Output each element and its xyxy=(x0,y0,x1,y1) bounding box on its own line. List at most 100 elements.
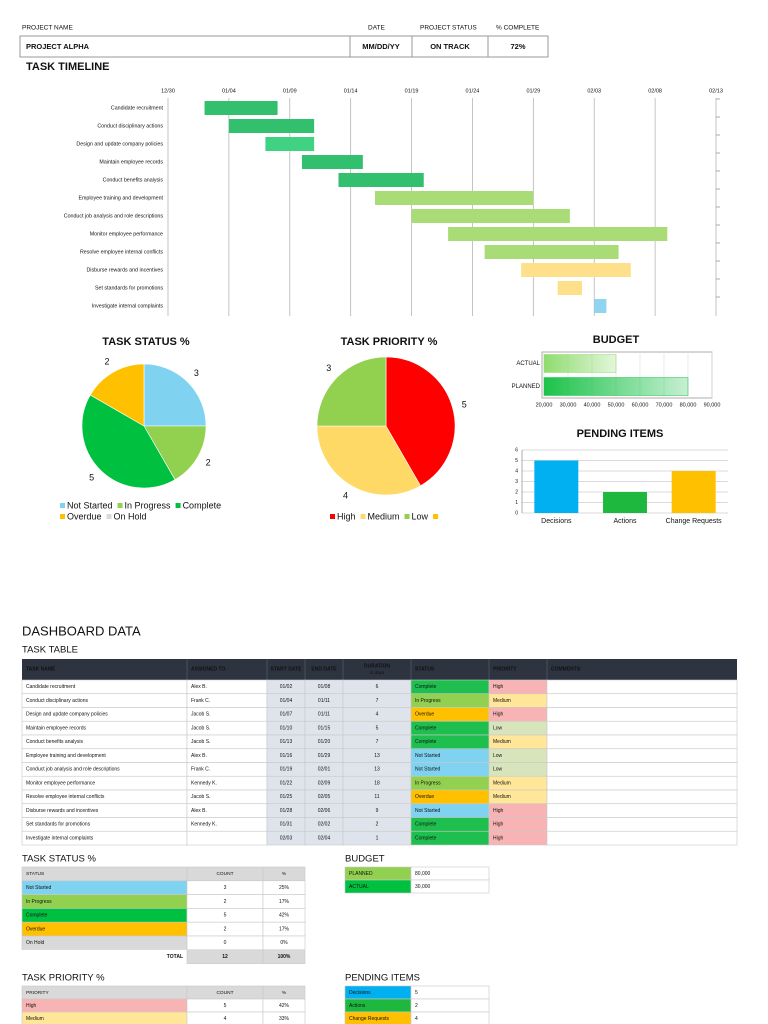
cell-text: 6 xyxy=(376,684,379,690)
header-value: ON TRACK xyxy=(430,42,470,51)
cell-text: Conduct disciplinary actions xyxy=(26,698,88,704)
gantt-bar xyxy=(594,299,607,313)
cell-text: Complete xyxy=(415,684,437,690)
cell-text: Resolve employee internal conflicts xyxy=(26,794,105,800)
cell-text: 02/04 xyxy=(318,835,331,841)
x-tick-label: 01/29 xyxy=(526,88,540,94)
task-label: Employee training and development xyxy=(78,195,163,201)
cell-text: Alex B. xyxy=(191,684,207,690)
task-label: Candidate recruitment xyxy=(111,105,164,111)
cell-text: 02/01 xyxy=(318,767,331,773)
cell-text: 01/19 xyxy=(280,767,293,773)
table-cell xyxy=(410,998,490,1013)
legend-label: In Progress xyxy=(125,500,172,510)
table-header-cell xyxy=(21,866,188,882)
table-cell xyxy=(21,998,188,1013)
cell-text: Overdue xyxy=(415,794,434,800)
cell-text: 2 xyxy=(224,899,227,905)
pie-slice xyxy=(316,425,421,496)
cell-text: 4 xyxy=(415,1016,418,1022)
cell-text: 9 xyxy=(376,808,379,814)
cell-text: 7 xyxy=(376,739,379,745)
legend-swatch xyxy=(404,514,410,519)
x-tick-label: 20,000 xyxy=(536,402,553,408)
cell-text: 2 xyxy=(224,926,227,932)
cell-text: Kennedy K. xyxy=(191,822,217,828)
cell-text: Change Requests xyxy=(349,1016,390,1022)
data-label: 2 xyxy=(104,356,109,366)
column-header: START DATE xyxy=(271,666,303,672)
cell-text: 5 xyxy=(415,990,418,996)
gantt-bar xyxy=(557,281,583,295)
chart-title: TASK TIMELINE xyxy=(26,61,110,73)
column-header: END DATE xyxy=(311,666,337,672)
table-header-bg xyxy=(22,659,737,680)
cell-text: High xyxy=(493,835,504,841)
x-tick-label: 40,000 xyxy=(584,402,601,408)
table-cell xyxy=(262,1011,306,1024)
cell-text: 02/03 xyxy=(280,835,293,841)
cell-text: 13 xyxy=(374,753,380,759)
section-title: DASHBOARD DATA xyxy=(22,623,141,638)
cell-text: 2 xyxy=(415,1003,418,1009)
cell-text: ACTUAL xyxy=(349,884,369,890)
cell-text: 17% xyxy=(279,926,290,932)
table-cell xyxy=(186,830,268,846)
pie-slice xyxy=(143,363,207,427)
cell-text: 02/02 xyxy=(318,822,331,828)
legend-label: Overdue xyxy=(67,511,102,521)
cell-text: 5 xyxy=(224,913,227,919)
cell-text: Frank C. xyxy=(191,767,210,773)
cell-text: Disburse rewards and incentives xyxy=(26,808,99,814)
cell-text: 0% xyxy=(280,940,288,946)
cell-text: 02/05 xyxy=(318,794,331,800)
cell-text: High xyxy=(493,712,504,718)
cell-text: Complete xyxy=(415,725,437,731)
data-label: 5 xyxy=(462,399,467,409)
bar xyxy=(543,354,617,373)
cell-text: 80,000 xyxy=(415,871,431,877)
cell-text: Alex B. xyxy=(191,808,207,814)
header-value: 72% xyxy=(510,42,525,51)
legend-swatch xyxy=(433,514,439,519)
cell-text: 01/11 xyxy=(318,698,330,704)
cell-text: Overdue xyxy=(26,926,45,932)
column-header: STATUS xyxy=(415,666,435,672)
cell-text: 01/07 xyxy=(280,712,293,718)
table-cell xyxy=(546,707,738,722)
cell-text: Conduct benefits analysis xyxy=(26,739,83,745)
cell-text: 01/20 xyxy=(318,739,331,745)
gantt-bar xyxy=(484,245,619,259)
gantt-bar xyxy=(301,155,363,169)
cell-text: In Progress xyxy=(415,780,441,786)
gantt-bar xyxy=(521,263,631,277)
x-tick-label: 30,000 xyxy=(560,402,577,408)
table-title: TASK PRIORITY % xyxy=(22,973,105,984)
x-tick-label: Decisions xyxy=(541,518,572,525)
cell-text: Employee training and development xyxy=(26,753,106,759)
cell-text: Medium xyxy=(493,739,511,745)
cell-text: 01/13 xyxy=(280,739,293,745)
gantt-bar xyxy=(338,173,424,187)
cell-text: PRIORITY xyxy=(26,990,49,996)
cell-text: Not Started xyxy=(415,767,441,773)
table-title: BUDGET xyxy=(345,854,385,865)
x-tick-label: 02/08 xyxy=(648,88,662,94)
cell-text: Alex B. xyxy=(191,753,207,759)
bar xyxy=(603,492,647,513)
y-category-label: ACTUAL xyxy=(516,361,540,367)
cell-text: 01/02 xyxy=(280,684,293,690)
gantt-bar xyxy=(411,209,570,223)
task-label: Disburse rewards and incentives xyxy=(86,267,163,273)
table-cell xyxy=(546,762,738,777)
cell-text: Not Started xyxy=(26,885,52,891)
cell-text: 01/16 xyxy=(280,753,293,759)
cell-text: Complete xyxy=(415,835,437,841)
cell-text: 100% xyxy=(278,954,291,960)
cell-text: High xyxy=(493,822,504,828)
cell-text: 5 xyxy=(224,1003,227,1009)
cell-text: 01/08 xyxy=(318,684,331,690)
legend-swatch xyxy=(360,514,366,519)
cell-text: Low xyxy=(493,767,503,773)
